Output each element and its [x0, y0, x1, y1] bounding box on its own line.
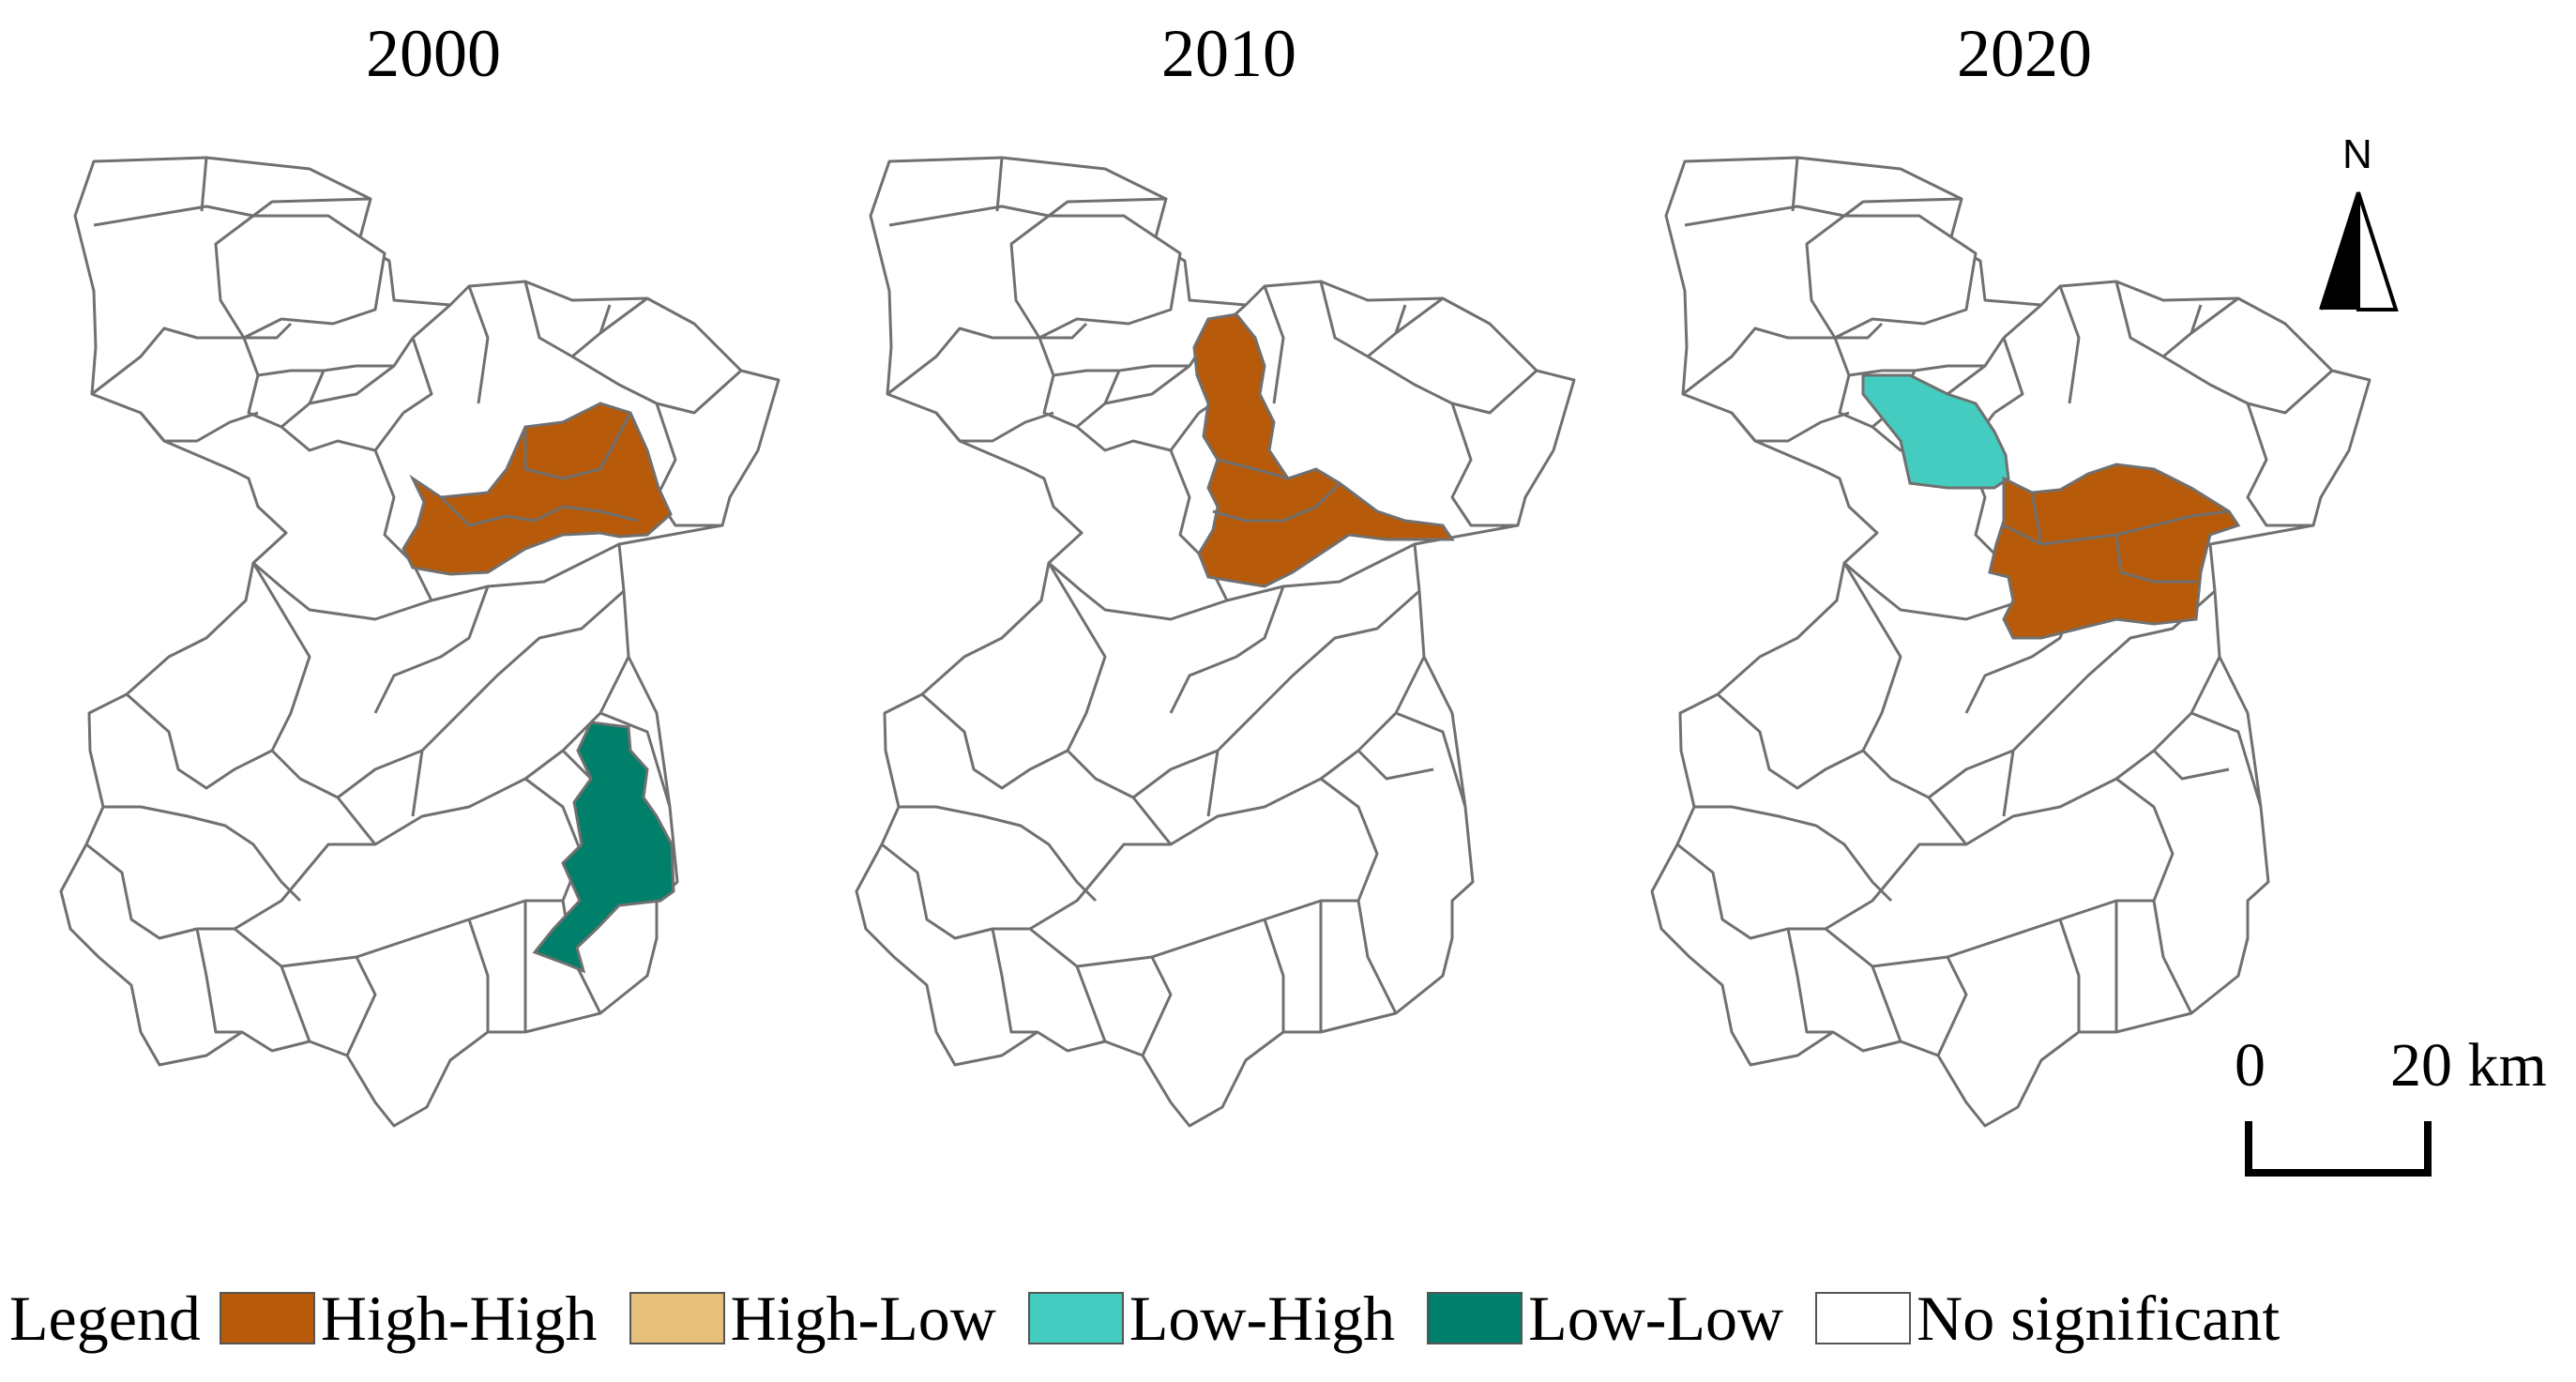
high-high-cluster [402, 402, 673, 576]
legend-label-high-low: High-Low [730, 1282, 996, 1354]
legend-title: Legend [9, 1282, 201, 1354]
swatch-high-low [629, 1292, 725, 1344]
swatch-low-high [1027, 1292, 1124, 1344]
scale-end-label: 20 km [2390, 1031, 2547, 1100]
legend: Legend High-High High-Low Low-High Low-L… [9, 1271, 2311, 1365]
legend-item-no-significant: No significant [1815, 1282, 2280, 1356]
map-title-2010: 2010 [1161, 16, 1296, 91]
map-2000 [59, 156, 780, 1128]
legend-label-low-low: Low-Low [1528, 1282, 1784, 1354]
swatch-no-significant [1815, 1292, 1912, 1344]
map-2020 [1650, 156, 2371, 1128]
scale-start-label: 0 [2235, 1031, 2265, 1100]
map-title-2000: 2000 [366, 16, 501, 91]
legend-item-high-low: High-Low [629, 1282, 996, 1356]
high-high-cluster [1192, 312, 1455, 588]
swatch-low-low [1427, 1292, 1523, 1344]
legend-label-no-significant: No significant [1917, 1282, 2281, 1354]
legend-item-low-high: Low-High [1027, 1282, 1396, 1356]
north-arrow-icon [2319, 191, 2399, 311]
legend-item-high-high: High-High [219, 1282, 598, 1356]
legend-label-high-high: High-High [320, 1282, 598, 1354]
map-2010 [855, 156, 1576, 1128]
low-high-cluster [1861, 373, 2010, 490]
legend-item-low-low: Low-Low [1427, 1282, 1783, 1356]
swatch-high-high [219, 1292, 315, 1344]
legend-label-low-high: Low-High [1129, 1282, 1396, 1354]
map-title-2020: 2020 [1957, 16, 2092, 91]
high-high-cluster [1988, 463, 2241, 640]
low-low-cluster [532, 721, 675, 974]
scale-bar-icon [2245, 1121, 2432, 1177]
north-label: N [2342, 131, 2372, 177]
